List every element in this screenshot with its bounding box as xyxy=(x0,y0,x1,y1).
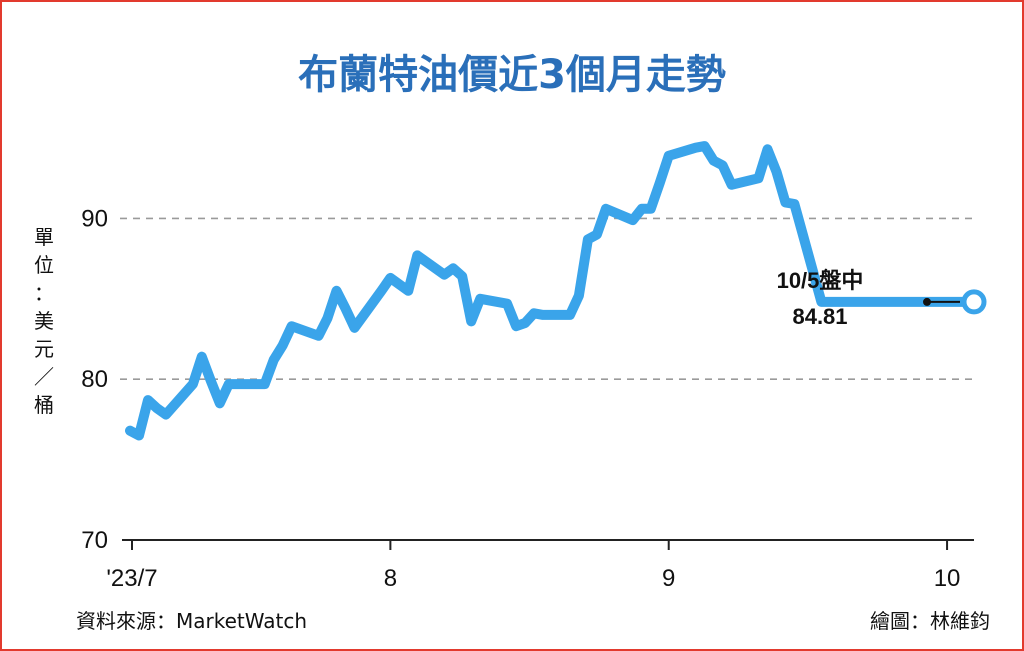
annotation-leader-dot xyxy=(923,297,931,306)
y-tick-label: 90 xyxy=(81,205,108,232)
series-group xyxy=(125,141,987,441)
y-axis-label-char: ／ xyxy=(34,365,54,389)
annotation-value: 84.81 xyxy=(792,304,847,329)
last-point-marker xyxy=(961,289,987,315)
y-ticks: 70 80 90 xyxy=(81,205,108,554)
credit-note: 繪圖：林維鈞 xyxy=(870,609,990,633)
x-ticks: '23/7 8 9 10 xyxy=(106,540,960,592)
x-tick-label: 8 xyxy=(384,565,397,592)
x-tick-label: 10 xyxy=(934,565,961,592)
x-tick-label: 9 xyxy=(662,565,675,592)
x-tick-label: '23/7 xyxy=(106,565,157,592)
y-axis-label-char: 桶 xyxy=(34,393,54,417)
annotation-date: 10/5盤中 xyxy=(777,268,864,293)
brent-price-line xyxy=(125,141,979,441)
y-axis-label: 單位 ： 美元 ／ 桶 xyxy=(34,225,54,417)
chart-title: 布蘭特油價近3個月走勢 xyxy=(298,52,726,98)
y-axis-label-char: 單 xyxy=(34,225,54,249)
source-note: 資料來源：MarketWatch xyxy=(76,609,307,633)
y-axis-label-char: 位 xyxy=(34,253,54,277)
y-tick-label: 70 xyxy=(81,527,108,554)
annotation: 10/5盤中 84.81 xyxy=(777,268,864,329)
y-tick-label: 80 xyxy=(81,366,108,393)
y-axis-label-char: 美 xyxy=(34,309,54,333)
y-axis-label-char: 元 xyxy=(34,337,54,361)
y-axis-label-char: ： xyxy=(34,281,54,305)
